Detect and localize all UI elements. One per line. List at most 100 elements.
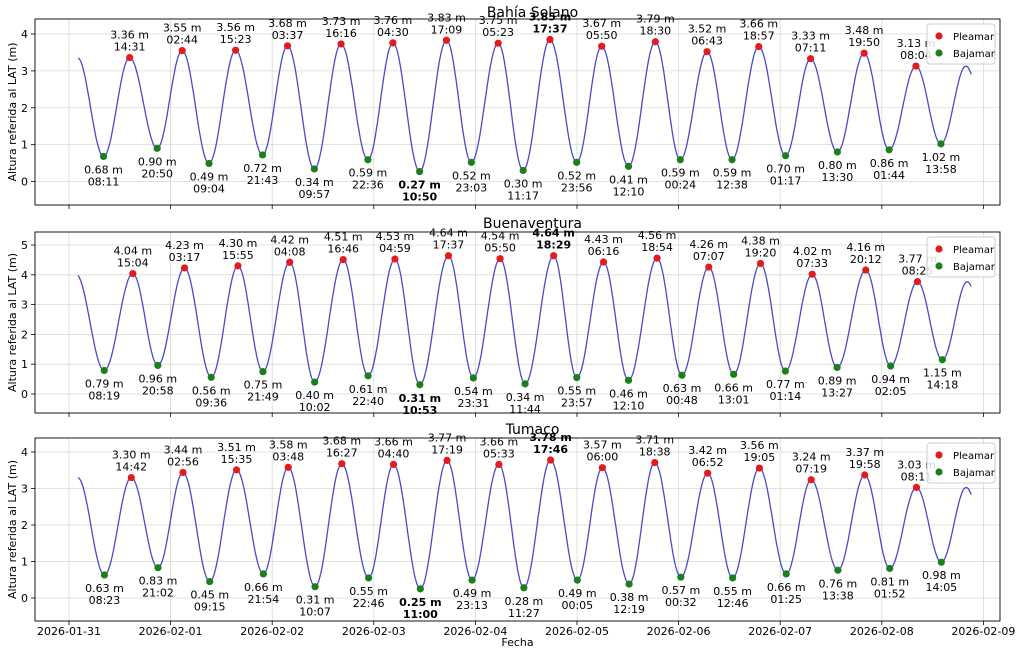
high-tide-height-label: 4.23 m (165, 239, 204, 252)
low-tide-height-label: 0.94 m (871, 373, 910, 386)
low-tide-time-label: 14:18 (927, 379, 959, 392)
low-tide-time-label: 23:13 (456, 599, 488, 612)
high-tide-time-label: 17:37 (433, 239, 465, 252)
panel-title: Buenaventura (483, 216, 582, 232)
high-tide-time-label: 15:35 (221, 453, 253, 466)
low-tide-height-label: 0.25 m (399, 596, 441, 609)
low-tide-marker (885, 146, 893, 154)
legend: Pleamar Bajamar (926, 236, 996, 278)
high-tide-time-label: 04:30 (377, 26, 409, 39)
high-tide-marker (912, 483, 921, 492)
high-tide-time-label: 17:37 (532, 23, 567, 36)
high-tide-marker (178, 46, 186, 55)
high-tide-time-label: 06:16 (588, 245, 620, 258)
low-tide-height-label: 0.77 m (766, 378, 805, 391)
y-axis-label: Altura referida al LAT (m) (6, 460, 19, 599)
low-tide-height-label: 0.79 m (85, 377, 124, 390)
high-tide-height-label: 3.58 m (269, 438, 308, 451)
axes-frame (34, 18, 1001, 206)
high-tide-marker (234, 262, 242, 270)
low-tide-marker (573, 374, 581, 382)
low-tide-height-label: 0.55 m (713, 585, 752, 598)
low-tide-time-label: 01:52 (874, 587, 906, 600)
y-tick-label: 3 (21, 299, 28, 312)
low-tide-time-label: 13:27 (821, 386, 853, 399)
low-tide-height-label: 0.49 m (190, 170, 229, 183)
high-tide-marker (389, 39, 397, 47)
high-tide-time-label: 17:46 (533, 443, 568, 456)
high-tide-height-label: 4.51 m (324, 231, 363, 244)
high-tide-time-label: 18:57 (743, 30, 775, 43)
high-tide-time-label: 05:50 (586, 29, 618, 42)
low-tide-height-label: 0.86 m (870, 157, 909, 170)
low-tide-height-label: 0.49 m (453, 587, 492, 600)
high-tide-marker (807, 476, 815, 484)
high-tide-time-label: 19:58 (849, 458, 881, 471)
high-tide-marker (179, 468, 187, 477)
high-tide-marker (861, 471, 869, 479)
low-tide-height-label: 0.89 m (818, 374, 857, 387)
low-tide-time-label: 00:05 (561, 599, 593, 612)
low-tide-marker (207, 373, 215, 381)
high-tide-marker (860, 49, 868, 57)
high-tide-marker (704, 469, 712, 477)
low-tide-marker (154, 564, 162, 572)
high-tide-time-label: 05:50 (484, 242, 516, 255)
high-tide-time-label: 03:48 (272, 450, 304, 463)
low-tide-time-label: 23:03 (455, 181, 487, 194)
low-tide-marker (521, 380, 529, 388)
low-tide-height-label: 0.40 m (295, 389, 334, 402)
y-tick-label: 1 (21, 556, 28, 569)
high-tide-time-label: 17:19 (431, 443, 463, 456)
low-tide-height-label: 0.63 m (85, 582, 124, 595)
low-tide-marker (728, 156, 736, 164)
y-tick-label: 0 (21, 388, 28, 401)
high-tide-time-label: 08:11 (901, 470, 933, 483)
high-tide-marker (338, 460, 346, 468)
high-tide-marker (808, 270, 816, 278)
low-tide-marker (676, 156, 684, 164)
x-tick-label: 2026-02-09 (951, 625, 1015, 638)
legend: Pleamar Bajamar (926, 442, 996, 484)
low-tide-marker (311, 583, 319, 591)
high-tide-marker (444, 252, 453, 260)
low-tide-time-label: 00:24 (664, 179, 696, 192)
high-tide-height-label: 3.79 m (636, 13, 675, 26)
low-tide-height-label: 0.27 m (398, 179, 440, 192)
high-tide-marker (653, 254, 661, 262)
panel-title: Bahía Solano (487, 5, 578, 21)
y-tick-label: 4 (21, 28, 28, 41)
low-tide-marker (677, 573, 685, 581)
high-tide-height-label: 3.78 m (529, 431, 571, 444)
low-tide-time-label: 08:23 (89, 594, 121, 607)
low-tide-marker (937, 140, 945, 148)
low-tide-height-label: 0.31 m (296, 594, 335, 607)
low-tide-time-label: 08:11 (88, 175, 120, 188)
low-tide-time-label: 20:50 (141, 167, 173, 180)
y-axis-label: Altura referida al LAT (m) (6, 253, 19, 392)
low-tide-time-label: 11:27 (508, 607, 540, 620)
high-tide-time-label: 15:55 (222, 249, 254, 262)
high-tide-marker (495, 460, 503, 469)
x-tick-label: 2026-02-04 (443, 625, 507, 638)
y-tick-label: 0 (21, 592, 28, 605)
low-tide-marker (100, 571, 109, 579)
high-tide-height-label: 3.68 m (322, 435, 361, 448)
low-tide-marker (154, 361, 162, 369)
high-tide-height-label: 4.30 m (219, 237, 258, 250)
low-tide-height-label: 0.52 m (452, 169, 491, 182)
high-tide-height-label: 3.75 m (479, 14, 518, 27)
low-tide-time-label: 09:36 (195, 396, 227, 409)
low-tide-marker (311, 378, 319, 386)
high-tide-time-label: 05:33 (483, 447, 515, 460)
low-tide-marker (573, 576, 581, 584)
low-tide-time-label: 14:05 (925, 581, 957, 594)
y-tick-label: 1 (21, 358, 28, 371)
low-tide-height-label: 0.55 m (557, 385, 596, 398)
high-tide-height-label: 4.64 m (532, 227, 574, 240)
low-tide-height-label: 1.02 m (922, 151, 961, 164)
high-tide-marker (442, 36, 451, 44)
low-tide-marker (416, 381, 424, 389)
low-tide-height-label: 0.57 m (661, 584, 700, 597)
low-tide-marker (937, 558, 945, 566)
